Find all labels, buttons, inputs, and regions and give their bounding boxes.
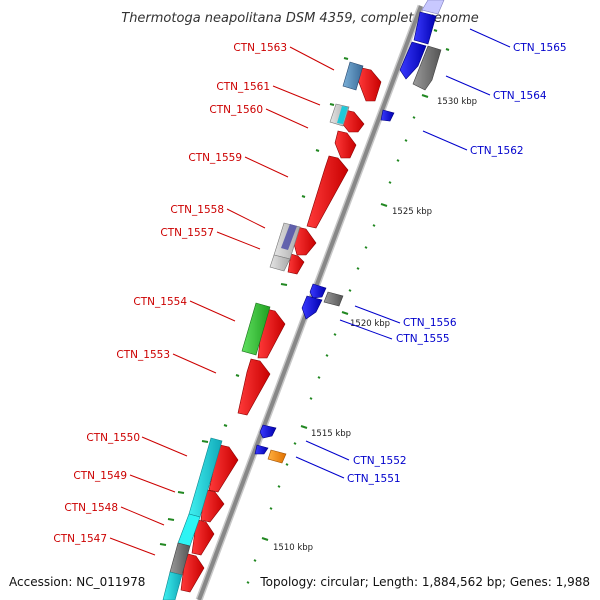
gene-label-ctn-1558[interactable]: CTN_1558: [170, 204, 224, 216]
reverse-gene-labels: CTN_1565 CTN_1564 CTN_1562 CTN_1556 CTN_…: [347, 42, 567, 485]
gene-box-ctn-1551-orange[interactable]: [267, 449, 287, 464]
gene-label-ctn-1557[interactable]: CTN_1557: [160, 227, 214, 239]
gene-box-ctn-1547-cyan[interactable]: [162, 571, 183, 600]
kbp-label-1525: 1525 kbp: [392, 207, 432, 217]
gene-label-ctn-1554[interactable]: CTN_1554: [133, 296, 187, 308]
gene-label-ctn-1553[interactable]: CTN_1553: [116, 349, 170, 361]
gene-label-ctn-1563[interactable]: CTN_1563: [233, 42, 287, 54]
gene-arrow-ctn-1563[interactable]: [357, 67, 382, 102]
gene-arrow-ctn-1551[interactable]: [254, 444, 269, 455]
gene-box-ctn-1561-cyan[interactable]: [337, 106, 348, 124]
gene-label-ctn-1556[interactable]: CTN_1556: [403, 317, 457, 329]
forward-gene-labels: CTN_1563 CTN_1561 CTN_1560 CTN_1559 CTN_…: [53, 42, 287, 545]
kbp-label-1510: 1510 kbp: [273, 543, 313, 553]
forward-leader-lines: [109, 46, 335, 556]
map-title: Thermotoga neapolitana DSM 4359, complet…: [121, 11, 479, 26]
gene-box-ctn-1565-light[interactable]: [421, 0, 445, 15]
kbp-label-1515: 1515 kbp: [311, 429, 351, 439]
gene-box-ctn-1563[interactable]: [342, 61, 364, 91]
gene-label-ctn-1550[interactable]: CTN_1550: [86, 432, 140, 444]
gene-label-ctn-1549[interactable]: CTN_1549: [73, 470, 127, 482]
gene-label-ctn-1559[interactable]: CTN_1559: [188, 152, 242, 164]
gene-arrow-ctn-1556[interactable]: [309, 283, 327, 299]
topology-text: Topology: circular; Length: 1,884,562 bp…: [259, 575, 590, 589]
reverse-strand-genes: [254, 0, 445, 464]
gene-box-ctn-1554-green[interactable]: [241, 302, 271, 356]
gene-label-ctn-1564[interactable]: CTN_1564: [493, 90, 547, 102]
gene-box-ctn-1557-silver[interactable]: [269, 254, 291, 272]
gene-arrow-ctn-1559[interactable]: [306, 155, 349, 229]
gene-label-ctn-1555[interactable]: CTN_1555: [396, 333, 450, 345]
gene-arrow-ctn-1553[interactable]: [237, 358, 271, 416]
gene-box-ctn-1556-gray[interactable]: [323, 291, 344, 307]
kbp-label-1530: 1530 kbp: [437, 97, 477, 107]
gene-label-ctn-1565[interactable]: CTN_1565: [513, 42, 567, 54]
gene-label-ctn-1548[interactable]: CTN_1548: [64, 502, 118, 514]
gene-arrow-ctn-1557b[interactable]: [287, 253, 305, 275]
gene-arrow-ctn-1562[interactable]: [380, 109, 395, 122]
gene-label-ctn-1561[interactable]: CTN_1561: [216, 81, 270, 93]
gene-arrow-ctn-1555[interactable]: [301, 295, 323, 320]
accession-text: Accession: NC_011978: [9, 575, 145, 589]
gene-label-ctn-1560[interactable]: CTN_1560: [209, 104, 263, 116]
reverse-leader-lines: [295, 28, 511, 479]
gene-label-ctn-1547[interactable]: CTN_1547: [53, 533, 107, 545]
gene-arrow-ctn-1552[interactable]: [259, 424, 277, 439]
forward-strand-genes: [180, 67, 382, 593]
left-tick-marks: [159, 57, 349, 546]
right-tick-marks: [246, 29, 450, 584]
gene-label-ctn-1551[interactable]: CTN_1551: [347, 473, 401, 485]
kbp-label-1520: 1520 kbp: [350, 319, 390, 329]
gene-arrow-ctn-1565[interactable]: [413, 11, 437, 45]
outer-left-features: [162, 61, 364, 600]
gene-label-ctn-1552[interactable]: CTN_1552: [353, 455, 407, 467]
gene-arrow-ctn-1564[interactable]: [412, 45, 442, 91]
gene-arrow-ctn-1559a[interactable]: [334, 130, 357, 159]
gene-stripe-ctn-1558[interactable]: [281, 224, 297, 250]
gene-arrow-ctn-1564-blue[interactable]: [399, 41, 427, 80]
gene-label-ctn-1562[interactable]: CTN_1562: [470, 145, 524, 157]
